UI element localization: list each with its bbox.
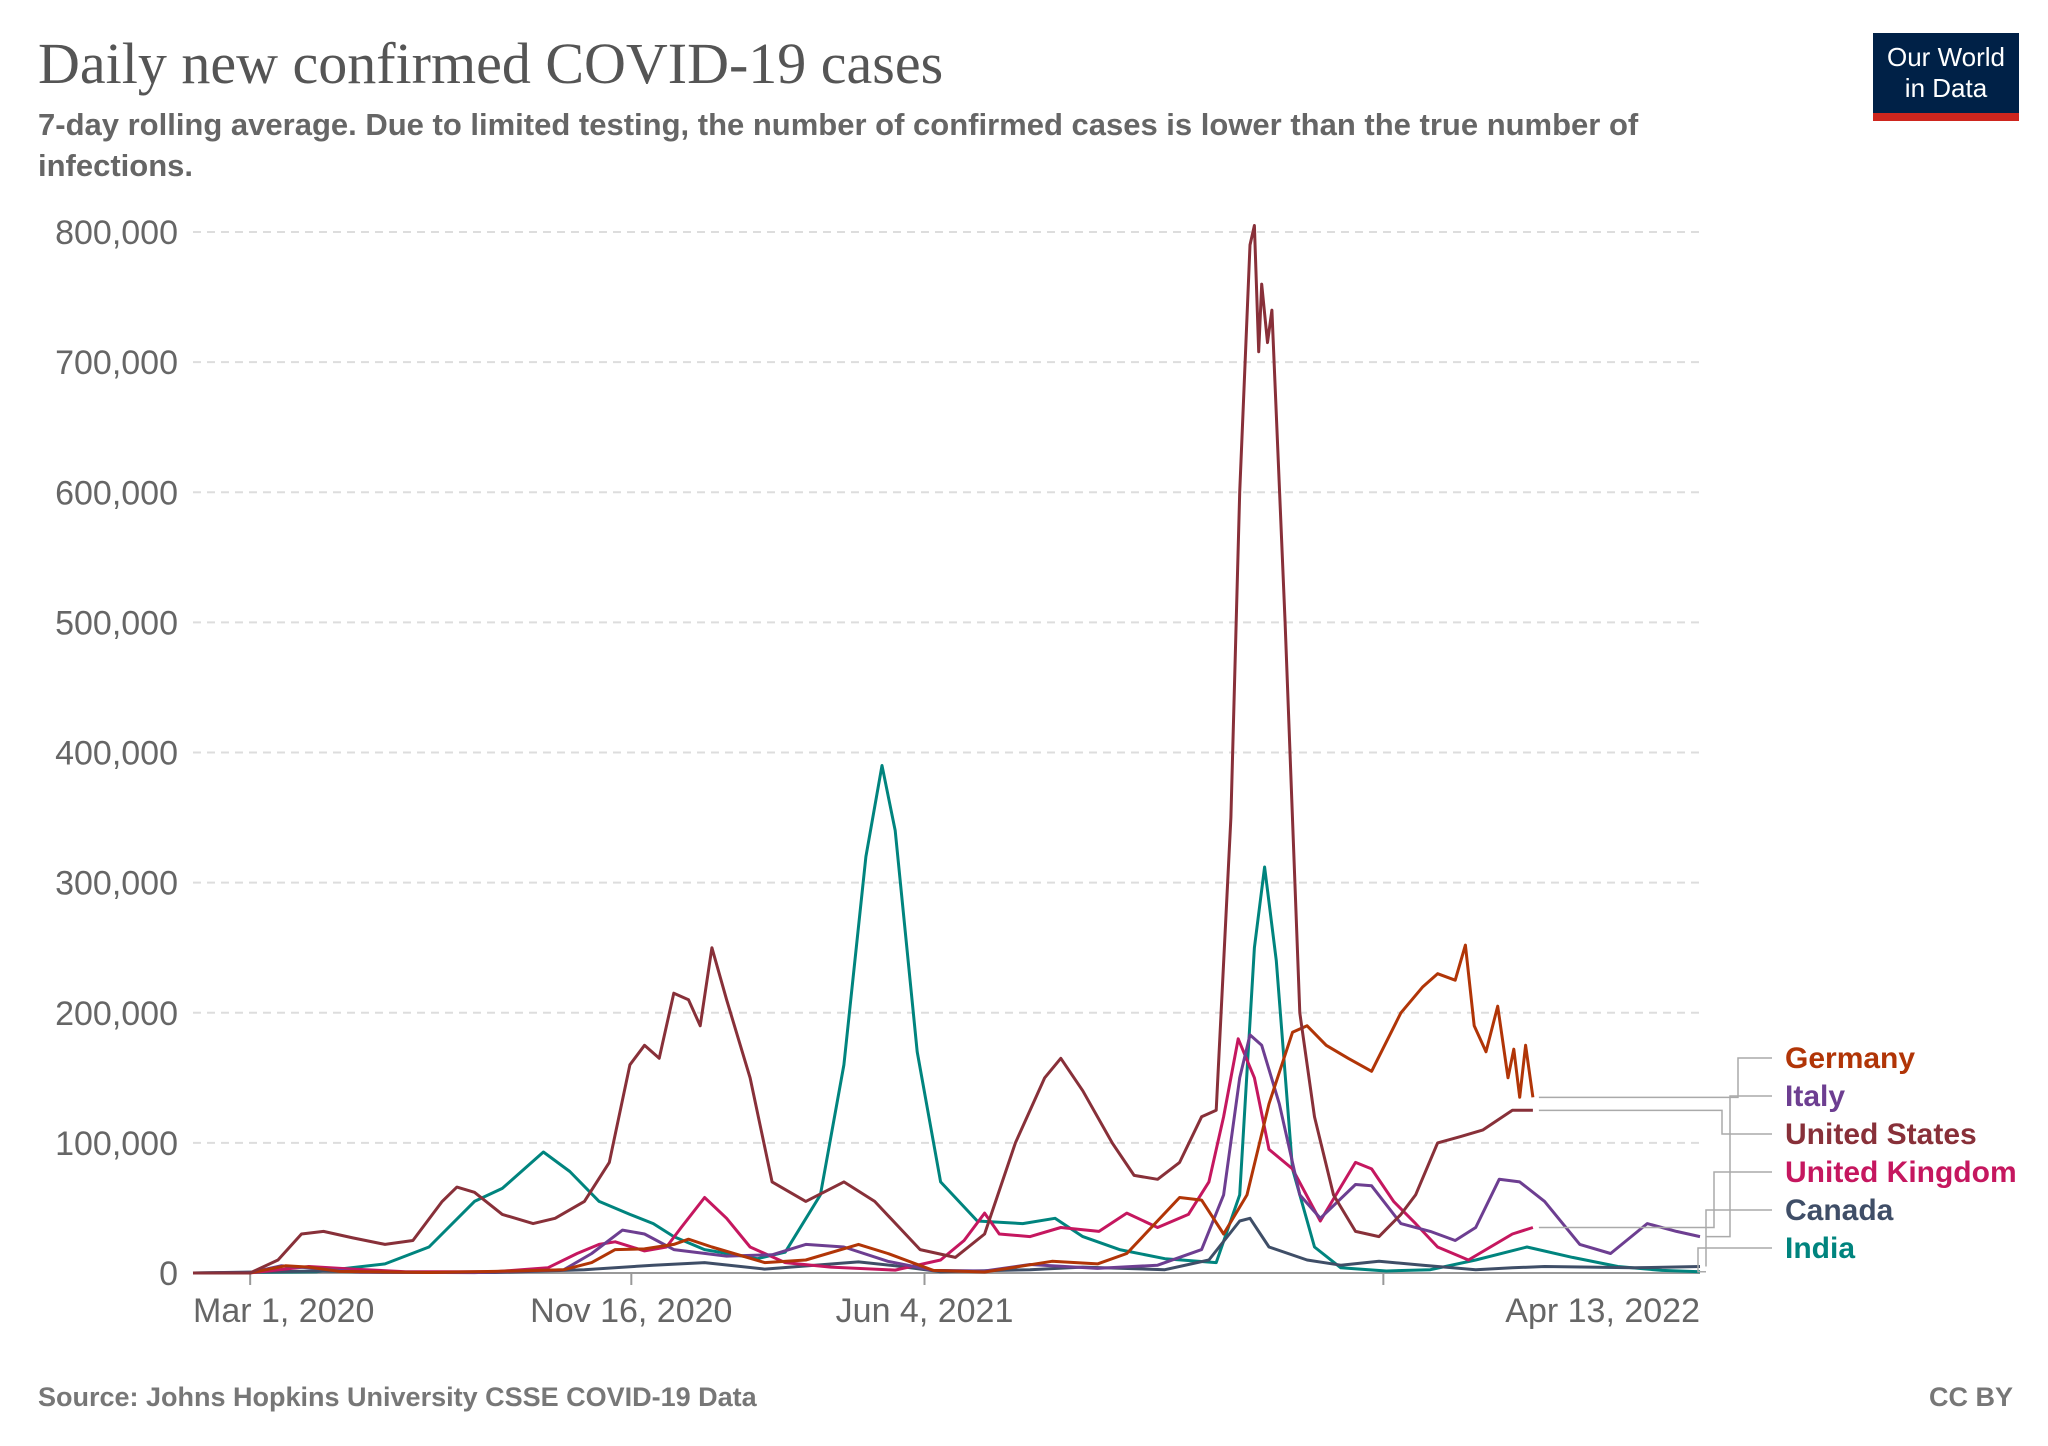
series-line-italy xyxy=(192,1033,1701,1275)
chart-subtitle: 7-day rolling average. Due to limited te… xyxy=(38,107,1639,183)
legend-label-canada: Canada xyxy=(1785,1194,1894,1227)
logo-line-1: Our World xyxy=(1887,42,2005,72)
legend-label-italy: Italy xyxy=(1785,1080,1845,1113)
y-tick-label: 0 xyxy=(159,1255,178,1293)
legend-label-india: India xyxy=(1785,1232,1855,1265)
x-tick-label: Nov 16, 2020 xyxy=(530,1292,732,1330)
y-tick-label: 100,000 xyxy=(55,1125,178,1163)
y-tick-label: 700,000 xyxy=(55,344,178,382)
y-tick-label: 600,000 xyxy=(55,474,178,512)
logo-line-2: in Data xyxy=(1904,73,1988,103)
legend-label-united-states: United States xyxy=(1785,1118,1977,1151)
legend-connector xyxy=(1705,1209,1772,1267)
y-tick-label: 300,000 xyxy=(55,865,178,903)
legend-connector xyxy=(1697,1247,1772,1273)
series-line-united-kingdom xyxy=(192,1037,1534,1275)
y-tick-label: 500,000 xyxy=(55,604,178,642)
license-link[interactable]: CC BY xyxy=(1928,1382,2013,1412)
legend-connector xyxy=(1538,1171,1772,1229)
owid-logo[interactable]: Our World in Data xyxy=(1873,33,2019,121)
series-line-united-states xyxy=(192,224,1533,1275)
series-line-india xyxy=(192,764,1701,1275)
legend-connector xyxy=(1538,1109,1772,1135)
x-tick-label: Mar 1, 2020 xyxy=(193,1292,374,1330)
y-tick-label: 400,000 xyxy=(55,735,178,773)
grid xyxy=(193,231,1700,1144)
chart-title: Daily new confirmed COVID-19 cases xyxy=(38,31,944,96)
x-tick-label: Apr 13, 2022 xyxy=(1505,1292,1700,1330)
legend-connector xyxy=(1538,1057,1772,1099)
source-note[interactable]: Source: Johns Hopkins University CSSE CO… xyxy=(38,1382,757,1412)
legend-label-germany: Germany xyxy=(1785,1042,1915,1075)
axes: 0 100,000 200,000 300,000 400,000 500,000 600,… xyxy=(55,214,1700,1330)
y-tick-label: 200,000 xyxy=(55,995,178,1033)
legend-label-united-kingdom: United Kingdom xyxy=(1785,1156,2017,1189)
series-line-germany xyxy=(192,943,1535,1275)
legend-connector xyxy=(1706,1095,1772,1238)
legend: Germany Italy United States United Kingdom C… xyxy=(1538,1042,2017,1273)
y-tick-label: 800,000 xyxy=(55,214,178,252)
series-line-canada xyxy=(192,1216,1701,1275)
x-tick-label: Jun 4, 2021 xyxy=(836,1292,1014,1330)
series-lines xyxy=(192,224,1701,1275)
